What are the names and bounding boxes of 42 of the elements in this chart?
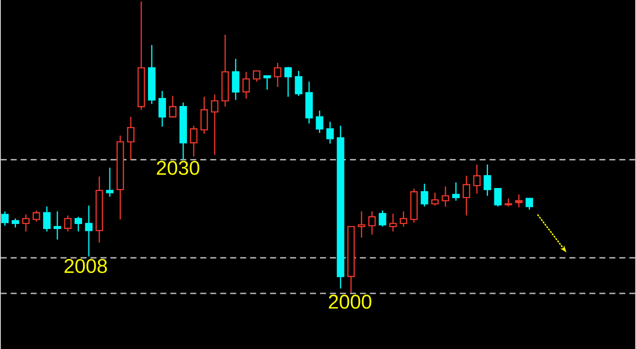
candlestick xyxy=(358,210,366,238)
candlestick xyxy=(368,210,376,236)
candlestick xyxy=(242,71,250,100)
candlestick xyxy=(232,58,240,100)
candlestick xyxy=(106,166,114,198)
candlestick xyxy=(22,214,30,232)
candlestick xyxy=(32,210,40,222)
candlestick xyxy=(294,70,302,96)
candlestick xyxy=(389,212,397,232)
candlestick xyxy=(452,182,460,202)
candlestick xyxy=(168,95,176,118)
candlestick xyxy=(64,214,72,232)
candlestick xyxy=(378,210,386,228)
candlestick xyxy=(210,94,218,156)
candlestick xyxy=(442,186,450,207)
ref-line-label: 2030 xyxy=(156,160,200,175)
candlestick xyxy=(515,194,523,208)
candlestick xyxy=(284,66,292,98)
candlestick xyxy=(431,192,439,206)
candlestick xyxy=(420,183,428,207)
candlestick xyxy=(494,188,502,207)
candlestick xyxy=(316,110,324,134)
ref-line-label: 2000 xyxy=(328,294,372,309)
candlestick xyxy=(326,121,334,144)
candlestick xyxy=(252,70,260,82)
candlestick xyxy=(473,164,481,194)
candlestick xyxy=(127,116,135,160)
candlestick xyxy=(43,206,51,232)
candlestick xyxy=(54,210,62,240)
ref-line-label: 2008 xyxy=(64,258,107,273)
candlestick xyxy=(200,96,208,134)
candlestick xyxy=(400,210,408,228)
candlestick xyxy=(85,204,93,257)
candlestick xyxy=(74,216,82,232)
candlestick xyxy=(484,164,492,196)
candlestick xyxy=(190,125,198,158)
candlestick xyxy=(274,62,282,88)
candlestick xyxy=(526,198,534,210)
candlestick xyxy=(158,90,166,128)
candlestick xyxy=(263,75,271,90)
candlestick xyxy=(1,210,9,226)
candlestick xyxy=(462,175,470,216)
